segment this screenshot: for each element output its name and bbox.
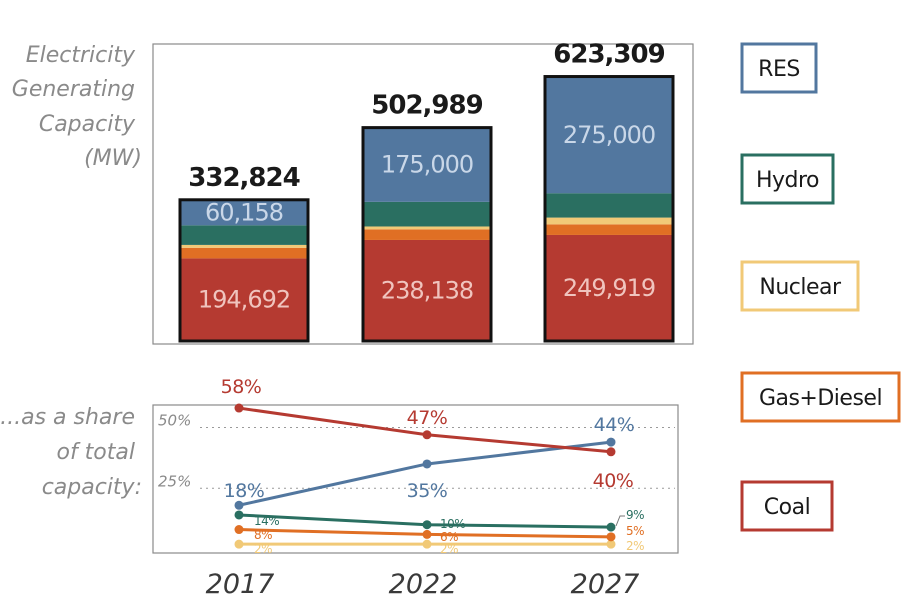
bar-2027-coal	[545, 234, 673, 341]
share-point-hydro-2022	[422, 520, 432, 530]
legend-box-coal	[740, 480, 834, 532]
bar-2017-res	[180, 199, 308, 226]
bar-2022-coal	[363, 239, 491, 341]
share-label-res-2027: 44%	[594, 414, 635, 436]
bar-2022-gas-diesel	[363, 229, 491, 240]
bar-ylabel-line-3: Capacity	[39, 112, 136, 137]
legend-label-hydro: Hydro	[756, 168, 819, 193]
share-point-gas-diesel-2027	[606, 532, 616, 542]
share-label-nuclear-2027: 2%	[626, 539, 644, 553]
share-label-res-2017: 18%	[224, 480, 265, 502]
share-ytick-25: 25%	[158, 472, 191, 490]
share-point-hydro-2027	[606, 522, 616, 532]
share-label-hydro-2022: 10%	[440, 517, 465, 531]
legend-label-coal: Coal	[764, 495, 810, 520]
bar-ylabel-line-1: Electricity	[26, 43, 136, 68]
share-point-res-2027	[606, 437, 616, 447]
bar-2017-coal-label: 194,692	[198, 286, 290, 314]
share-ylabel-line-1: ...as a share	[0, 405, 135, 430]
share-label-gas-diesel-2027: 5%	[626, 524, 644, 538]
bar-plot-frame	[152, 43, 694, 345]
bar-2027-coal-label: 249,919	[563, 274, 655, 302]
share-label-coal-2022: 47%	[407, 407, 448, 429]
share-2027-bracket	[615, 515, 625, 527]
share-label-gas-diesel-2022: 6%	[440, 530, 458, 544]
bar-2027-hydro	[545, 193, 673, 218]
share-ylabel-line-3: capacity:	[42, 475, 142, 500]
share-label-hydro-2027: 9%	[626, 508, 644, 522]
bar-2017-outline	[178, 198, 310, 343]
share-point-nuclear-2027	[606, 539, 616, 549]
bar-2027-nuclear	[545, 217, 673, 225]
legend-label-res: RES	[758, 57, 800, 82]
legend-box-gas-diesel	[740, 371, 901, 423]
share-ytick-50: 50%	[158, 412, 191, 430]
share-point-coal-2022	[422, 430, 432, 440]
share-plot-frame	[152, 404, 679, 554]
share-label-nuclear-2022: 2%	[440, 542, 458, 556]
x-tick-2022: 2022	[389, 569, 458, 600]
bar-2022-total-label: 502,989	[371, 91, 482, 121]
bar-ylabel-line-2: Generating	[12, 77, 135, 102]
x-tick-2027: 2027	[571, 569, 640, 600]
bar-2017-hydro	[180, 225, 308, 245]
share-marks: 50%25%58%47%40%18% 35%44%14% 10%9%8% 6% 5%2%…	[158, 376, 675, 556]
legend: RES Hydro Nuclear Gas+Diesel Coal	[740, 42, 901, 532]
bar-2022-res	[363, 127, 491, 202]
share-label-coal-2027: 40%	[593, 470, 634, 492]
share-point-nuclear-2022	[422, 539, 432, 549]
bar-2027-total-label: 623,309	[553, 40, 664, 70]
share-panel: ...as a share of total capacity: 50% 25% 5…	[0, 376, 679, 556]
share-label-res-2022: 35%	[407, 480, 448, 502]
bar-2017-total-label: 332,824	[188, 163, 299, 193]
bar-2022-hydro	[363, 201, 491, 227]
legend-box-hydro	[740, 153, 835, 205]
x-axis-ticks: 2017 2022 2027	[206, 569, 640, 600]
bar-2017-res-label: 60,158	[205, 199, 283, 227]
share-point-gas-diesel-2022	[422, 529, 432, 539]
bar-marks: 194,692 60,158 332,824 238,138 175,000 502,98…	[178, 40, 675, 343]
bar-2017-nuclear	[180, 244, 308, 248]
share-point-res-2022	[422, 459, 432, 469]
bar-2017-gas-diesel	[180, 247, 308, 259]
bar-2027-res-label: 275,000	[563, 121, 655, 149]
share-point-coal-2017	[234, 403, 244, 413]
share-point-nuclear-2017	[234, 539, 244, 549]
bar-panel: Electricity Generating Capacity (MW) 194…	[12, 40, 694, 345]
share-point-gas-diesel-2017	[234, 525, 244, 535]
bar-2017-coal	[180, 258, 308, 341]
share-point-coal-2027	[606, 447, 616, 457]
bar-2027-res	[545, 76, 673, 194]
bar-2027-outline	[543, 75, 675, 343]
bar-2022-coal-label: 238,138	[381, 276, 473, 304]
share-label-gas-diesel-2017: 8%	[254, 528, 272, 542]
x-tick-2017: 2017	[206, 569, 275, 600]
share-point-res-2017	[234, 500, 244, 510]
share-label-coal-2017: 58%	[221, 376, 262, 398]
legend-label-gas-diesel: Gas+Diesel	[759, 386, 882, 411]
bar-2022-res-label: 175,000	[381, 151, 473, 179]
legend-box-res	[740, 42, 818, 94]
bar-ylabel-line-4: (MW)	[84, 146, 142, 171]
legend-label-nuclear: Nuclear	[759, 275, 842, 300]
bar-2027-gas-diesel	[545, 224, 673, 235]
bar-2022-nuclear	[363, 226, 491, 230]
share-label-nuclear-2017: 2%	[254, 542, 272, 556]
bar-2022-outline	[361, 126, 493, 343]
share-ylabel-line-2: of total	[56, 440, 135, 465]
share-ylabel: ...as a share of total capacity:	[0, 405, 142, 500]
share-label-hydro-2017: 14%	[254, 514, 279, 528]
share-point-hydro-2017	[234, 510, 244, 520]
legend-box-nuclear	[740, 260, 860, 312]
bar-ylabel: Electricity Generating Capacity (MW)	[12, 43, 142, 171]
